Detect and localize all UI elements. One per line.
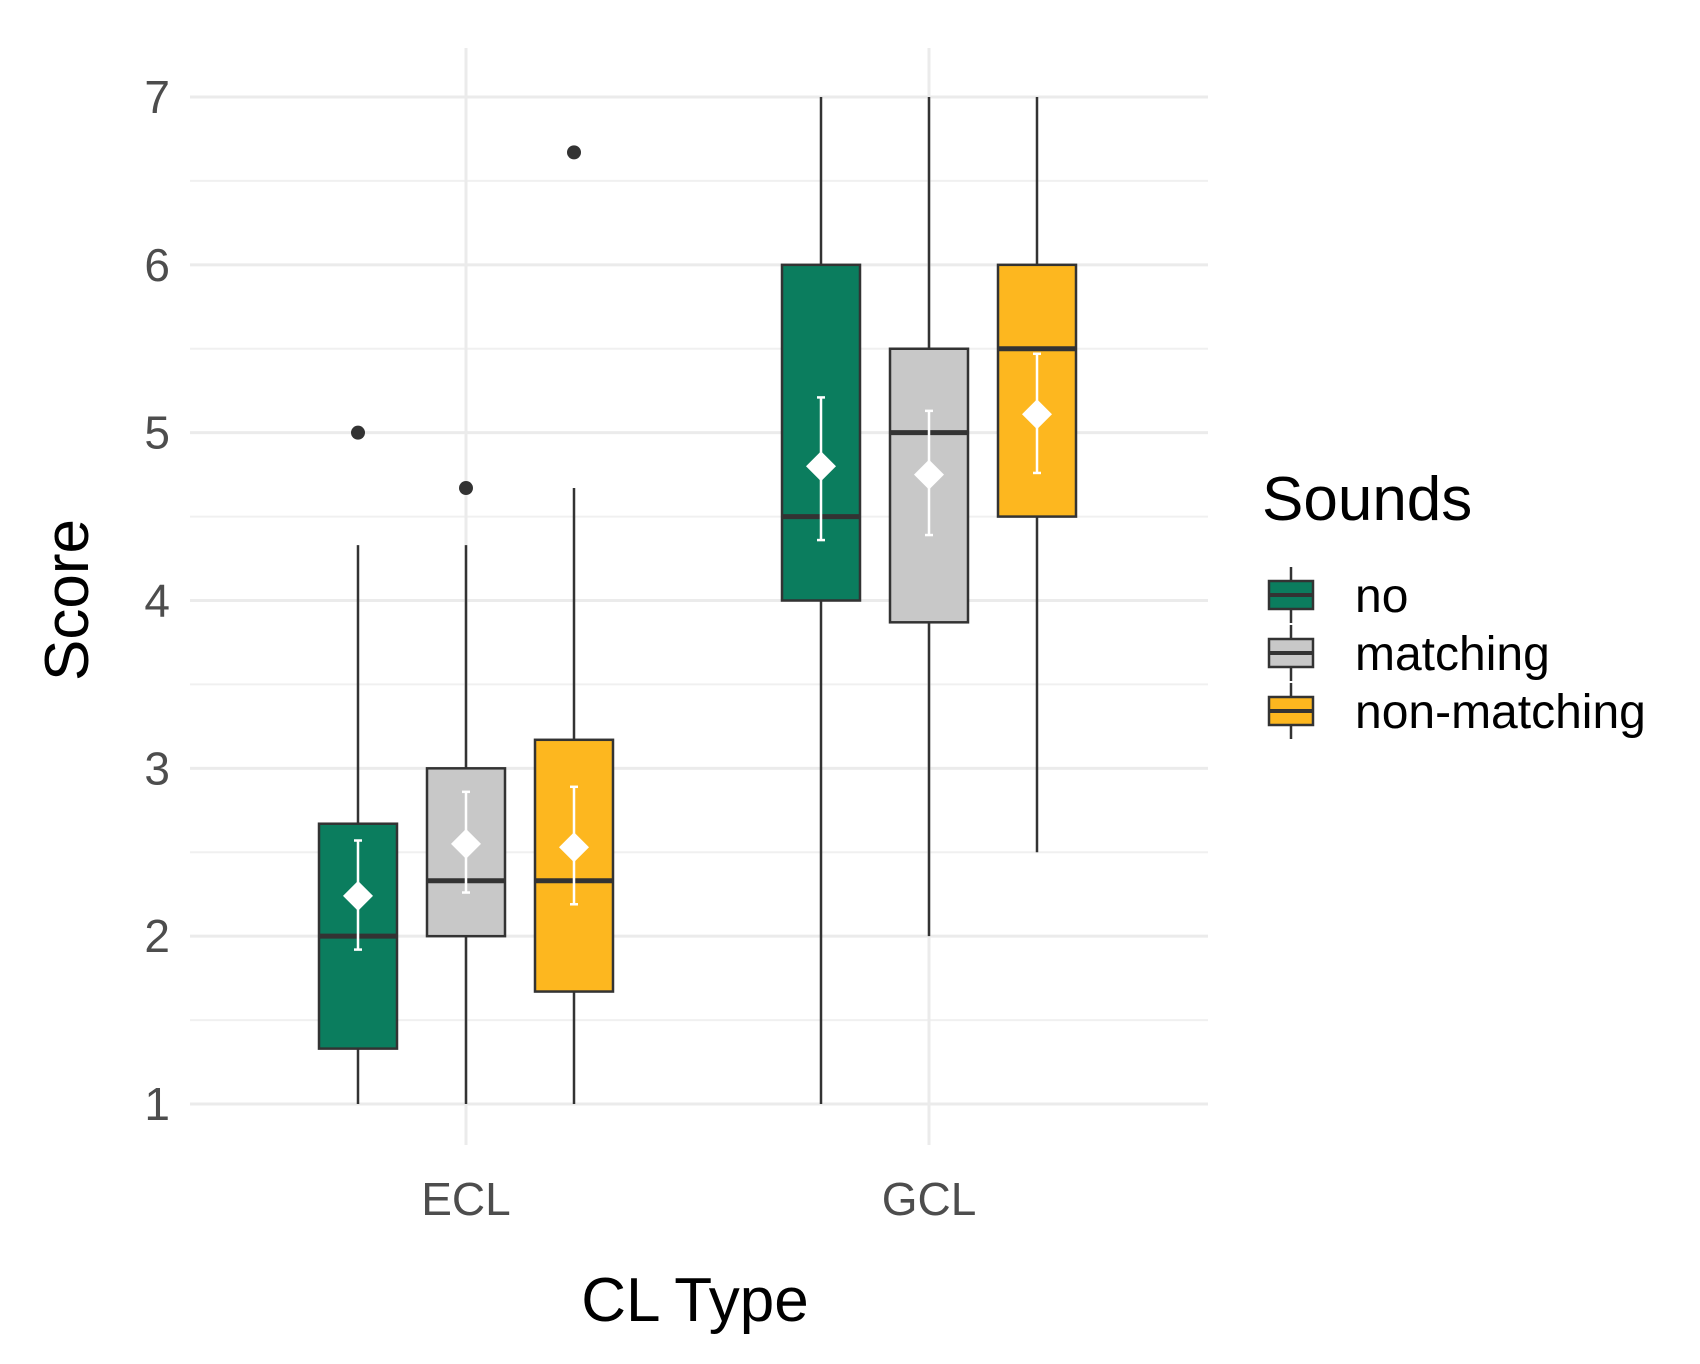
box-no-ECL — [317, 425, 399, 1104]
mean-marker — [1022, 399, 1052, 430]
mean-marker — [806, 451, 836, 482]
legend-key-no — [1267, 567, 1315, 623]
legend-key-non-matching — [1267, 683, 1315, 739]
box-non-matching-ECL — [533, 145, 615, 1104]
box-non-matching-GCL — [996, 97, 1078, 853]
outlier-point — [351, 425, 365, 440]
box-matching-ECL — [425, 481, 507, 1104]
y-axis-title: Score — [33, 519, 102, 681]
legend-label: matching — [1355, 628, 1550, 681]
legend-label: no — [1355, 570, 1408, 623]
outlier-point — [459, 481, 473, 496]
legend-key-matching — [1267, 625, 1315, 681]
mean-marker — [343, 880, 373, 911]
y-tick-label: 2 — [144, 910, 170, 962]
x-axis-title: CL Type — [581, 1266, 808, 1335]
mean-marker — [559, 832, 589, 863]
y-tick-label: 1 — [144, 1078, 170, 1130]
legend-label: non-matching — [1355, 686, 1646, 739]
x-tick-label: GCL — [882, 1173, 977, 1225]
mean-marker — [914, 459, 944, 490]
legend-title: Sounds — [1262, 465, 1472, 534]
y-tick-label: 5 — [144, 407, 170, 459]
y-axis-ticks: 1 2 3 4 5 6 7 — [144, 71, 170, 1130]
box-groups — [317, 97, 1078, 1104]
x-axis-ticks: ECL GCL — [421, 1173, 976, 1225]
outlier-point — [567, 145, 581, 160]
box-matching-GCL — [888, 97, 970, 937]
y-tick-label: 6 — [144, 239, 170, 291]
y-tick-label: 3 — [144, 742, 170, 794]
y-tick-label: 7 — [144, 71, 170, 123]
x-tick-label: ECL — [421, 1173, 510, 1225]
y-tick-label: 4 — [144, 575, 170, 627]
box-no-GCL — [780, 97, 862, 1104]
mean-marker — [451, 828, 481, 859]
